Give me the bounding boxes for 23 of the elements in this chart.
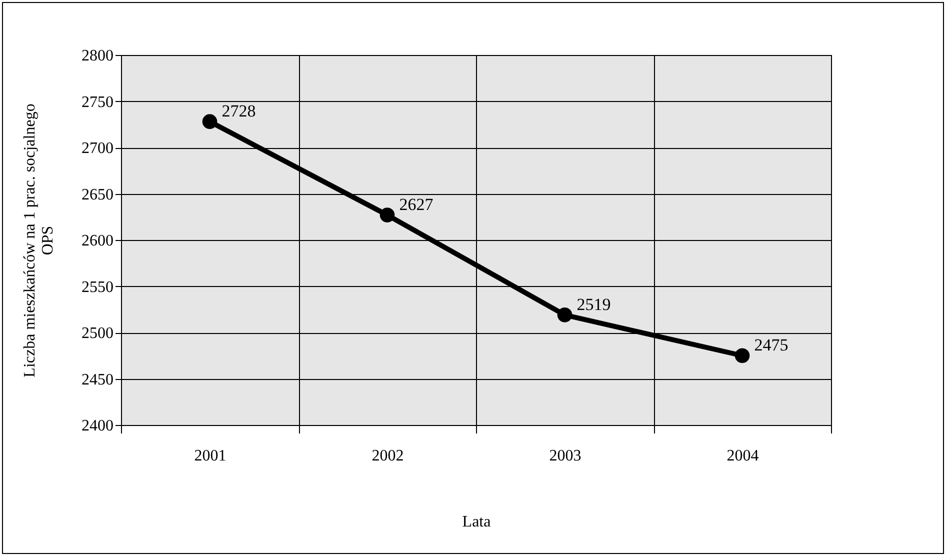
point xyxy=(557,308,572,322)
x-tick-label: 2001 xyxy=(194,448,226,464)
point xyxy=(734,348,750,364)
x-tick-label: 2004 xyxy=(726,448,759,464)
y-tick-label: 2750 xyxy=(82,94,114,111)
y-tick-label: 2650 xyxy=(82,186,114,204)
y-axis-title: Liczba mieszkańców na 1 prac. socjalnego OPS xyxy=(22,104,56,378)
y-tick-label: 2800 xyxy=(82,48,114,64)
x-axis-title: Lata xyxy=(462,514,491,530)
point xyxy=(202,114,218,129)
data-label: 2627 xyxy=(399,195,434,214)
y-tick-label: 2600 xyxy=(82,232,114,250)
data-label: 2728 xyxy=(222,102,256,121)
y-tick-label: 2450 xyxy=(82,371,114,388)
y-tick-label: 2500 xyxy=(82,325,114,342)
y-tick-label: 2400 xyxy=(82,418,114,434)
x-tick-label: 2003 xyxy=(549,448,582,464)
y-tick-label: 2700 xyxy=(82,140,114,157)
data-label: 2475 xyxy=(754,336,788,355)
data-label: 2519 xyxy=(576,294,611,314)
point xyxy=(380,208,395,222)
y-tick-label: 2550 xyxy=(82,278,114,296)
x-tick-label: 2002 xyxy=(372,448,404,464)
